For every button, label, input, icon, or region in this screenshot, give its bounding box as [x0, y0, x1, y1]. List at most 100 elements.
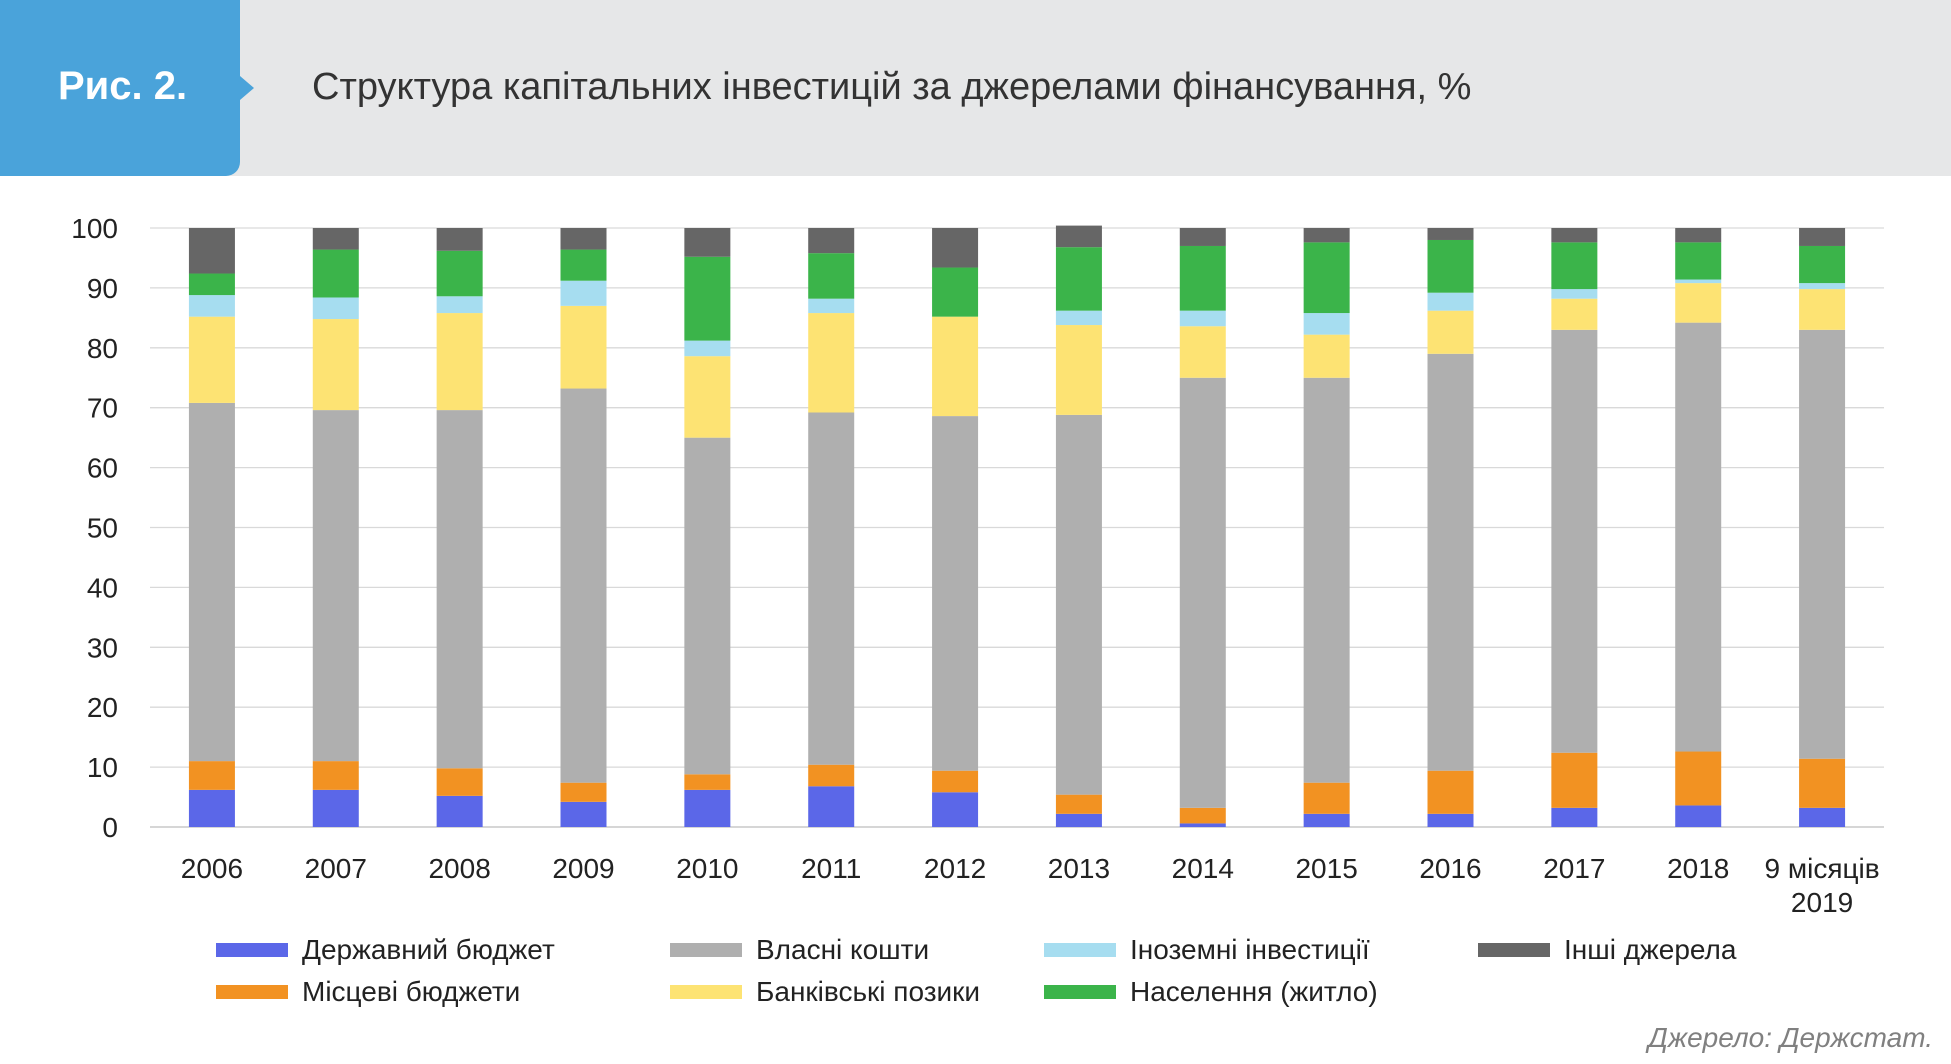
bar-segment: [188, 228, 235, 274]
bar-segment: [1675, 322, 1722, 752]
bar-segment: [808, 786, 855, 827]
bar-segment: [188, 761, 235, 790]
bar-segment: [808, 412, 855, 765]
bar-segment: [436, 228, 483, 251]
legend-label: Власні кошти: [756, 934, 930, 965]
bar-segment: [1675, 228, 1722, 243]
legend-item: Власні кошти: [670, 930, 929, 970]
bar-segment: [1551, 289, 1598, 299]
bar-segment: [560, 388, 607, 783]
bar-segment: [1303, 242, 1350, 314]
bar-segment: [1055, 414, 1102, 795]
bar-segment: [1427, 228, 1474, 240]
bar-segment: [808, 298, 855, 314]
bar-segment: [1427, 813, 1474, 827]
bar-segment: [312, 228, 359, 250]
bar-segment: [1551, 807, 1598, 827]
figure-label: Рис. 2.: [58, 64, 188, 108]
bar-segment: [1179, 377, 1226, 808]
x-tick-label: 2016: [1419, 853, 1481, 884]
y-tick-label: 80: [87, 333, 118, 364]
bar-segment: [1427, 310, 1474, 354]
bar-segment: [1799, 283, 1846, 290]
bar-segment: [560, 801, 607, 827]
y-tick-label: 90: [87, 273, 118, 304]
legend-item: Населення (житло): [1044, 972, 1378, 1012]
bar-segment: [560, 228, 607, 250]
x-tick-label: 2008: [428, 853, 490, 884]
bar-segment: [1303, 334, 1350, 378]
bar-segment: [932, 416, 979, 771]
legend-label: Банківські позики: [756, 976, 981, 1007]
legend-label: Іноземні інвестиції: [1130, 934, 1370, 965]
legend-item: Інші джерела: [1478, 930, 1736, 970]
bar-segment: [188, 295, 235, 317]
bar-segment: [188, 316, 235, 403]
x-tick-label: 9 місяців: [1765, 853, 1880, 884]
x-tick-label: 2007: [305, 853, 367, 884]
bar-segment: [1551, 298, 1598, 330]
bar-segment: [684, 356, 731, 438]
bar-segment: [1427, 239, 1474, 293]
bar-segment: [1303, 377, 1350, 783]
bar-segment: [684, 437, 731, 775]
legend-swatch: [216, 985, 288, 999]
bar-segment: [436, 296, 483, 314]
bar-segment: [1179, 310, 1226, 327]
bar-segment: [1055, 325, 1102, 415]
y-tick-label: 30: [87, 632, 118, 663]
bar-segment: [1799, 228, 1846, 246]
bar-segment: [1303, 782, 1350, 814]
bar-segment: [1055, 310, 1102, 326]
bar-segment: [1427, 292, 1474, 311]
y-tick-label: 0: [102, 812, 118, 843]
bar-segment: [188, 273, 235, 296]
bar-segment: [1799, 807, 1846, 827]
legend-item: Іноземні інвестиції: [1044, 930, 1370, 970]
y-tick-label: 60: [87, 453, 118, 484]
x-tick-label: 2015: [1295, 853, 1357, 884]
bar-segment: [684, 228, 731, 257]
bar-segment: [1055, 247, 1102, 311]
bar-segment: [1427, 770, 1474, 814]
legend-swatch: [216, 943, 288, 957]
bar-segment: [932, 770, 979, 793]
x-tick-label: 2010: [676, 853, 738, 884]
bar-segment: [684, 789, 731, 827]
source-note: Джерело: Держстат.: [1648, 1022, 1933, 1053]
bar-segment: [932, 316, 979, 417]
figure-badge-pointer: [240, 76, 254, 100]
x-tick-label: 2011: [801, 853, 861, 884]
bar-segment: [808, 253, 855, 299]
legend-item: Банківські позики: [670, 972, 980, 1012]
bar-segment: [1675, 279, 1722, 284]
y-tick-label: 50: [87, 513, 118, 544]
bar-segment: [1303, 813, 1350, 827]
bar-segment: [1551, 752, 1598, 808]
bar-segment: [1303, 228, 1350, 243]
x-tick-label: 2019: [1791, 887, 1853, 918]
legend-label: Місцеві бюджети: [302, 976, 521, 1007]
bar-segment: [1303, 313, 1350, 335]
y-tick-label: 20: [87, 692, 118, 723]
bar-segment: [436, 313, 483, 411]
legend-swatch: [1044, 943, 1116, 957]
bar-segment: [932, 228, 979, 268]
bar-segment: [684, 340, 731, 357]
legend-swatch: [1478, 943, 1550, 957]
legend-label: Інші джерела: [1564, 934, 1737, 965]
bar-segment: [1179, 807, 1226, 824]
bar-segment: [1179, 228, 1226, 246]
x-tick-label: 2012: [924, 853, 986, 884]
legend-swatch: [670, 985, 742, 999]
x-tick-label: 2013: [1048, 853, 1110, 884]
x-tick-label: 2009: [552, 853, 614, 884]
x-tick-label: 2006: [181, 853, 243, 884]
bar-segment: [1675, 805, 1722, 827]
bar-segment: [932, 792, 979, 827]
bar-segment: [1551, 242, 1598, 290]
y-tick-label: 40: [87, 572, 118, 603]
x-tick-label: 2018: [1667, 853, 1729, 884]
bar-segment: [808, 228, 855, 254]
bar-segment: [1675, 283, 1722, 323]
